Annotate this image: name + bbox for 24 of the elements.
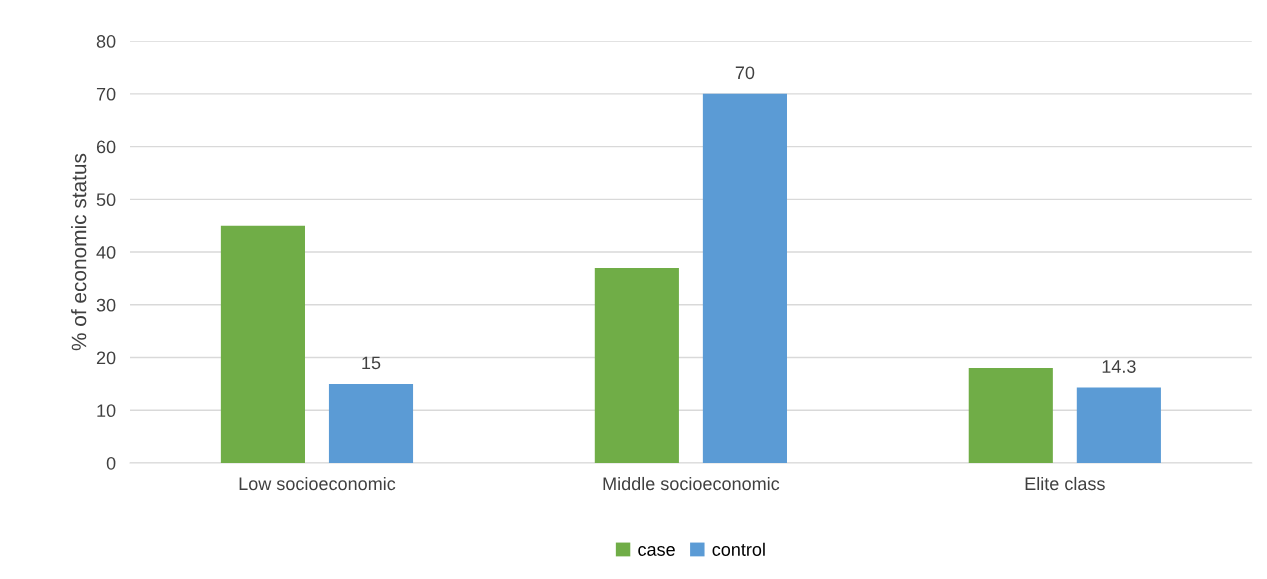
- bar: [594, 267, 679, 464]
- bar: [220, 225, 305, 464]
- x-tick-label: Middle socioeconomic: [603, 476, 780, 491]
- x-tick-label: Elite class: [1025, 476, 1105, 491]
- y-tick-label: 0: [106, 456, 116, 470]
- data-label: 70: [735, 66, 755, 80]
- y-axis-title: % of economic status: [71, 153, 87, 351]
- y-tick-label: 20: [96, 351, 116, 365]
- y-tick-label: 30: [96, 298, 116, 312]
- y-tick-label: 40: [96, 246, 116, 259]
- bar: [328, 383, 414, 464]
- x-tick-label: Low socioeconomic: [239, 476, 396, 491]
- y-tick-label: 10: [97, 404, 116, 418]
- legend-label: case: [638, 546, 675, 556]
- bar: [1076, 387, 1161, 464]
- y-tick-label: 50: [96, 193, 116, 207]
- bar: [968, 368, 1053, 464]
- y-tick-label: 80: [96, 35, 116, 48]
- y-tick-label: 70: [96, 87, 116, 101]
- y-tick-label: 60: [96, 140, 116, 154]
- data-label: 14.3: [1102, 360, 1136, 373]
- bar: [702, 93, 787, 464]
- legend-label: control: [712, 542, 765, 556]
- data-label: 15: [362, 356, 381, 370]
